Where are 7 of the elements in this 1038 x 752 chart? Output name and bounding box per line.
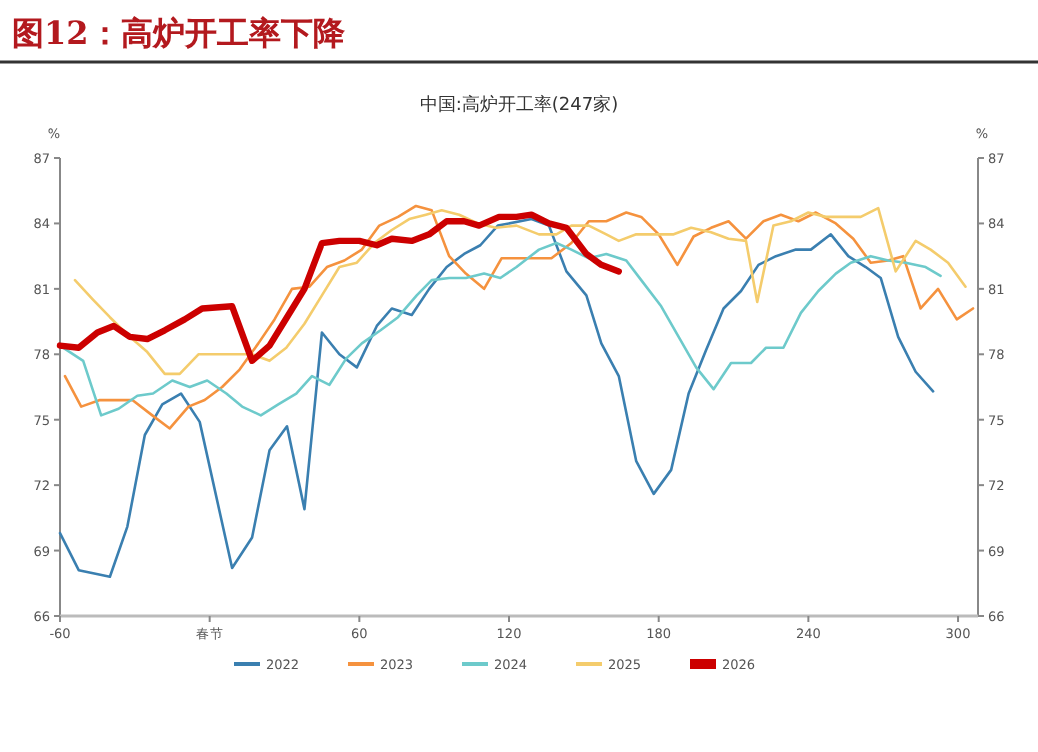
line-series (73, 206, 967, 376)
chart-subtitle: 中国:高炉开工率(247家) (419, 94, 619, 116)
line-series (56, 211, 622, 365)
chart-title: 图12：高炉开工率下降 (12, 14, 347, 52)
line-series (63, 204, 975, 430)
line-series (58, 217, 935, 579)
line-series (58, 241, 942, 417)
